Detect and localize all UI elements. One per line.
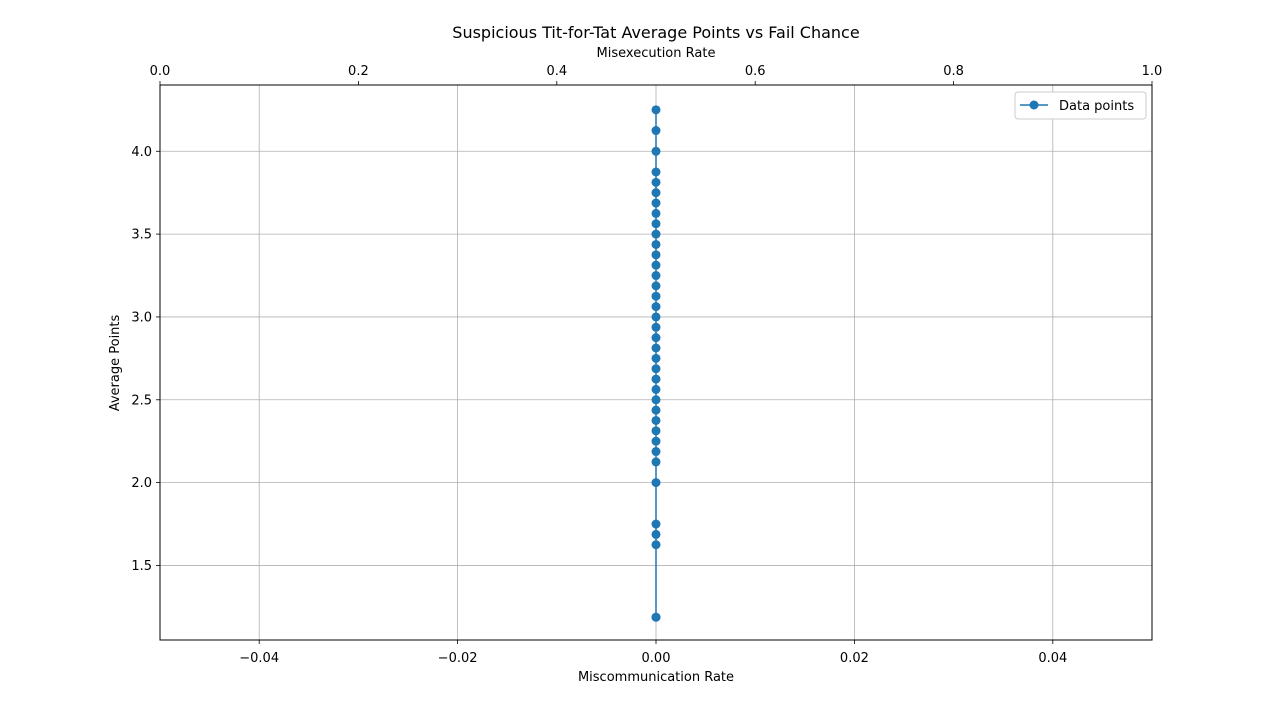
data-point [651, 229, 661, 239]
data-point [651, 250, 661, 260]
data-point [651, 384, 661, 394]
x-tick-label: 0.00 [642, 651, 671, 666]
data-point [651, 281, 661, 291]
x-axis-title: Miscommunication Rate [578, 670, 734, 685]
data-point [651, 239, 661, 249]
x-tick-label: 0.02 [840, 651, 869, 666]
data-point [651, 374, 661, 384]
data-point [651, 529, 661, 539]
data-point [651, 322, 661, 332]
data-point [651, 291, 661, 301]
data-point [651, 271, 661, 281]
x-tick-label: −0.02 [438, 651, 478, 666]
y-tick-label: 2.0 [131, 476, 152, 491]
x-tick-label: −0.04 [239, 651, 279, 666]
x2-tick-label: 0.6 [745, 64, 766, 79]
data-point [651, 188, 661, 198]
data-point [651, 167, 661, 177]
data-point [651, 126, 661, 136]
x2-tick-label: 0.8 [943, 64, 964, 79]
data-point [651, 478, 661, 488]
x-tick-label: 0.04 [1038, 651, 1067, 666]
data-point [651, 105, 661, 115]
data-point [651, 395, 661, 405]
y-tick-label: 2.5 [131, 393, 152, 408]
data-point [651, 353, 661, 363]
data-point [651, 415, 661, 425]
series-group [651, 105, 661, 622]
data-point [651, 198, 661, 208]
data-point [651, 519, 661, 529]
data-point [651, 146, 661, 156]
legend-marker-swatch [1029, 100, 1039, 110]
y-axis-title: Average Points [108, 314, 123, 411]
x2-tick-label: 0.2 [348, 64, 369, 79]
legend-label: Data points [1059, 99, 1134, 114]
legend: Data points [1014, 91, 1147, 120]
x2-axis: 0.0 0.2 0.4 0.6 0.8 1.0 [150, 64, 1163, 85]
data-point [651, 333, 661, 343]
data-point [651, 447, 661, 457]
y-tick-label: 3.5 [131, 228, 152, 243]
x2-tick-label: 0.0 [150, 64, 171, 79]
data-point [651, 312, 661, 322]
data-point [651, 302, 661, 312]
legend-box [1014, 91, 1147, 120]
data-point [651, 405, 661, 415]
y-axis: 1.5 2.0 2.5 3.0 3.5 4.0 [131, 145, 160, 574]
chart-title: Suspicious Tit-for-Tat Average Points vs… [452, 23, 859, 42]
data-point [651, 177, 661, 187]
data-point [651, 364, 661, 374]
y-tick-label: 3.0 [131, 310, 152, 325]
y-tick-label: 4.0 [131, 145, 152, 160]
data-point [651, 260, 661, 270]
data-point [651, 219, 661, 229]
data-point [651, 426, 661, 436]
data-point [651, 540, 661, 550]
x-axis: −0.04 −0.02 0.00 0.02 0.04 [239, 640, 1067, 666]
data-point [651, 436, 661, 446]
data-point [651, 612, 661, 622]
data-point [651, 343, 661, 353]
data-point [651, 208, 661, 218]
y-tick-label: 1.5 [131, 559, 152, 574]
x2-tick-label: 1.0 [1142, 64, 1163, 79]
x2-tick-label: 0.4 [546, 64, 567, 79]
x2-axis-title: Misexecution Rate [597, 46, 716, 61]
data-point [651, 457, 661, 467]
